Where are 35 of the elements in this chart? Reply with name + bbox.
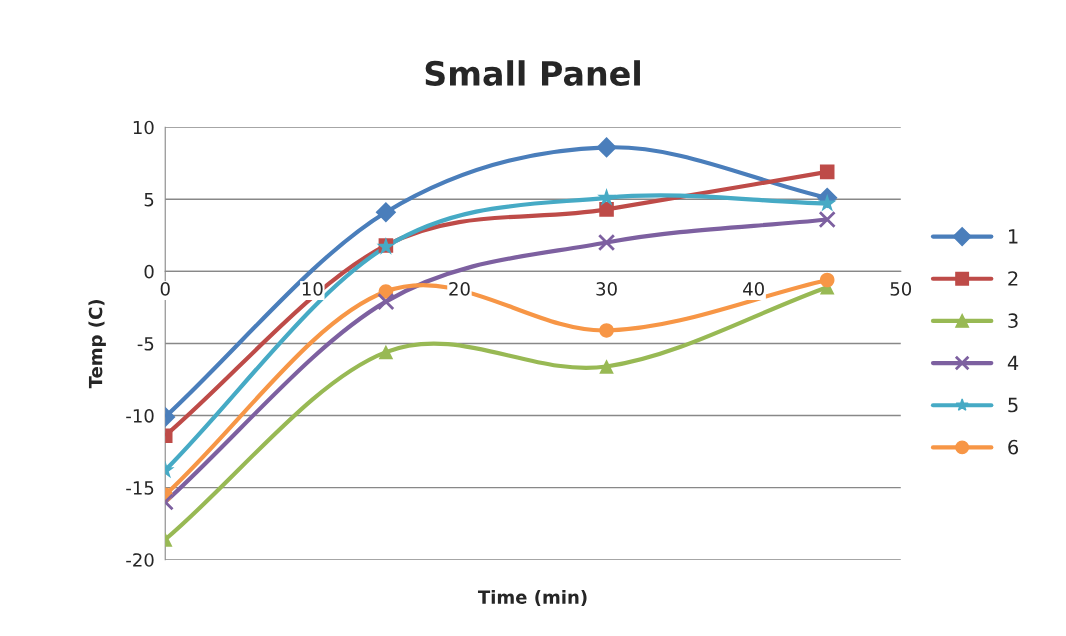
point <box>597 188 616 206</box>
y-tick-label: 10 <box>133 120 154 135</box>
point <box>377 292 395 311</box>
point <box>599 202 614 217</box>
x-tick-label: 10 <box>302 282 323 296</box>
x-axis-title: Time (min) <box>477 589 587 607</box>
point <box>599 359 614 374</box>
legend-label: 4 <box>1007 355 1019 370</box>
legend-label: 3 <box>1008 313 1018 329</box>
x-tick-label: 40 <box>743 282 764 296</box>
chart-title: Small Panel <box>425 60 640 87</box>
point <box>819 164 835 180</box>
point <box>596 137 617 158</box>
point <box>818 210 836 229</box>
y-tick-label: -15 <box>126 481 154 495</box>
legend-label: 5 <box>1008 397 1018 413</box>
legend-label: 6 <box>1008 439 1019 455</box>
y-tick-label: 5 <box>144 192 154 207</box>
x-tick-label: 50 <box>890 282 912 296</box>
y-tick-label: -5 <box>137 337 154 351</box>
x-tick-label: 0 <box>160 282 170 296</box>
point <box>597 233 616 252</box>
point <box>599 323 614 338</box>
x-tick-label: 30 <box>596 282 617 296</box>
point <box>375 201 397 223</box>
point <box>817 193 837 212</box>
point <box>819 272 835 288</box>
y-axis-title: Temp (C) <box>88 300 106 389</box>
y-tick-label: -20 <box>126 553 154 567</box>
legend-label: 2 <box>1008 271 1018 286</box>
x-tick-label: 20 <box>449 282 470 296</box>
legend-label: 1 <box>1009 229 1018 244</box>
y-tick-label: -10 <box>126 408 154 423</box>
y-tick-label: 0 <box>144 264 154 279</box>
point <box>378 344 394 360</box>
